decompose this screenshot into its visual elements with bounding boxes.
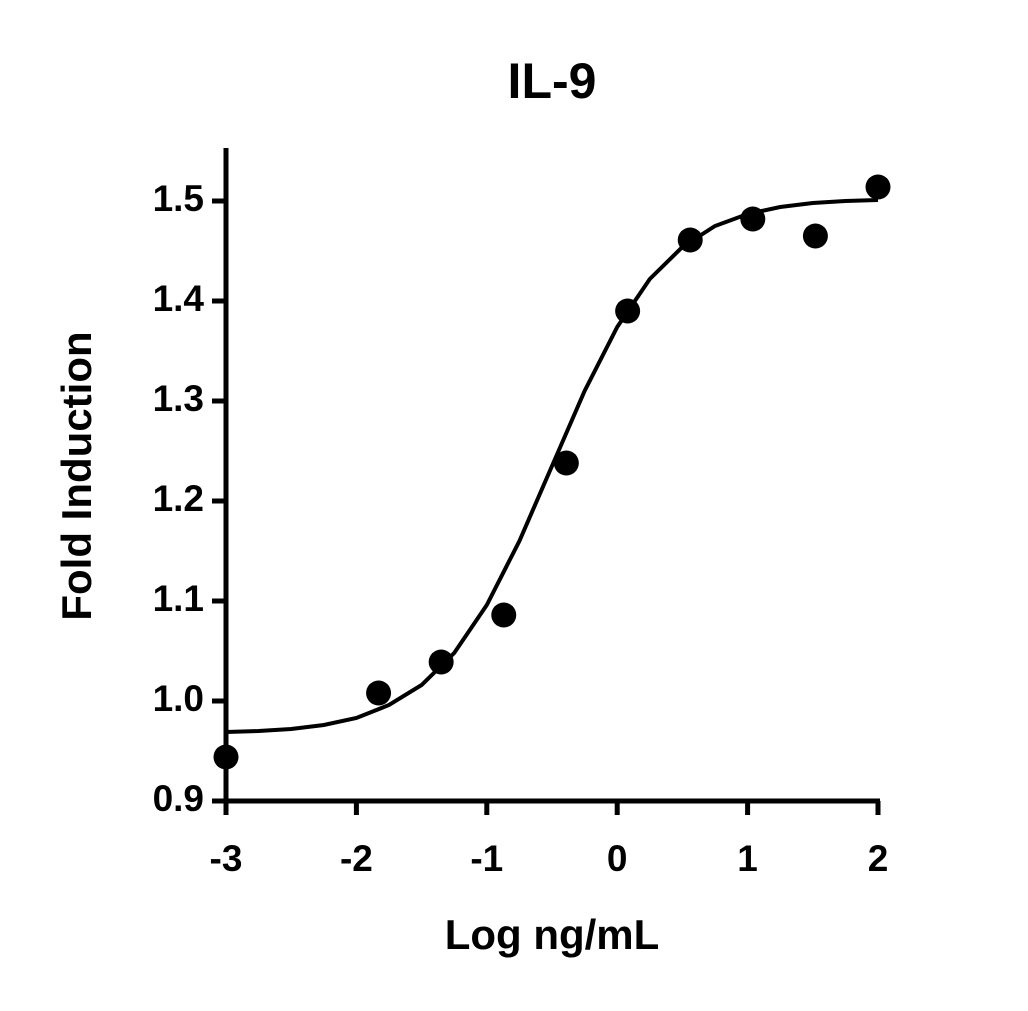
y-tick-label: 1.3 [153, 378, 204, 419]
data-point [491, 602, 517, 628]
x-tick-label: 0 [607, 838, 628, 879]
data-point [553, 450, 579, 476]
y-tick-label: 1.4 [153, 278, 205, 319]
y-tick-label: 1.0 [153, 678, 204, 719]
data-point [802, 223, 828, 249]
y-tick-label: 1.1 [153, 578, 204, 619]
chart-title: IL-9 [508, 53, 597, 109]
data-point [428, 649, 454, 675]
x-tick-label: -1 [470, 838, 503, 879]
data-point [366, 680, 392, 706]
y-tick-label: 1.5 [153, 178, 204, 219]
data-point [865, 174, 891, 200]
x-tick-label: 2 [868, 838, 889, 879]
fit-curve [225, 198, 879, 734]
x-tick-label: -2 [340, 838, 373, 879]
x-tick-label: -3 [210, 838, 243, 879]
y-tick-label: 1.2 [153, 478, 204, 519]
y-axis-label: Fold Induction [53, 331, 100, 620]
x-axis-label: Log ng/mL [445, 911, 660, 958]
data-point [213, 744, 239, 770]
x-tick-label: 1 [737, 838, 758, 879]
y-tick-label: 0.9 [153, 778, 204, 819]
